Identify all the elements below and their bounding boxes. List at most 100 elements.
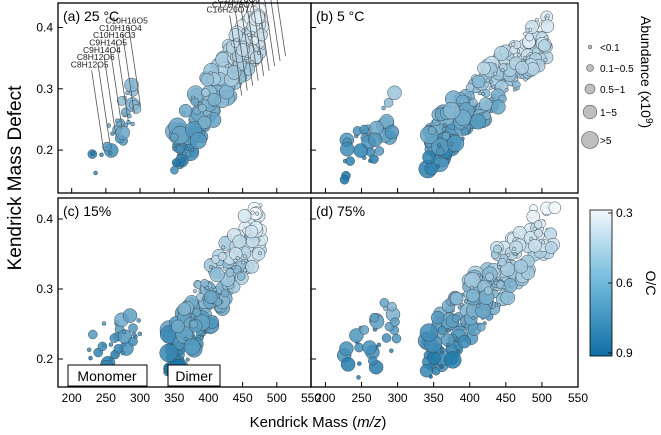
bubble: [477, 322, 486, 332]
bubble: [136, 318, 141, 323]
bubble: [130, 121, 135, 127]
bubble: [115, 118, 120, 124]
bubble: [449, 291, 464, 306]
bubble: [339, 341, 354, 356]
bubble: [493, 71, 498, 76]
bubble: [250, 30, 256, 35]
bubble: [500, 68, 505, 73]
bubble: [369, 312, 380, 323]
bubble: [391, 333, 402, 344]
x-tick-label: 250: [96, 391, 116, 405]
y-tick-label: 0.4: [36, 21, 53, 35]
color-bar-title: O/C: [643, 271, 659, 296]
panel-b: (b) 5 °C: [310, 2, 579, 194]
bubble: [362, 340, 377, 355]
bubble: [200, 279, 209, 288]
bubble: [182, 151, 187, 156]
bubble: [236, 272, 246, 281]
size-legend-label: <0.1: [600, 43, 620, 54]
bubble: [189, 319, 198, 329]
bubble: [183, 338, 201, 356]
bubble: [497, 257, 507, 267]
x-tick-label: 250: [351, 391, 371, 405]
bubble: [236, 43, 250, 57]
bubble: [97, 341, 108, 352]
bubble: [367, 132, 383, 147]
bubble: [257, 251, 263, 256]
formula-line: [234, 10, 248, 91]
size-legend-label: 0.1~0.5: [600, 64, 634, 75]
bubble: [383, 306, 388, 311]
bubble: [478, 97, 493, 111]
bubble: [496, 276, 501, 281]
bubble: [234, 37, 239, 42]
size-legend: <0.1 0.1~0.5 0.5~1 1~5 >5 Abundance (x109): [581, 16, 654, 149]
bubble: [201, 88, 210, 97]
bubble: [491, 84, 496, 89]
x-tick-label: 500: [532, 391, 552, 405]
bubble: [108, 342, 114, 347]
bubble: [390, 317, 400, 327]
bubble: [197, 115, 212, 130]
formula-label: C18H28O8: [217, 0, 260, 5]
bubble: [436, 147, 445, 156]
bubble: [247, 32, 252, 38]
formula-label: C8H12O6: [77, 52, 115, 62]
bubble: [532, 226, 537, 231]
bubble: [219, 84, 235, 100]
bubble: [525, 28, 530, 33]
x-tick-label: 550: [568, 391, 588, 405]
bubble: [422, 150, 436, 164]
formula-line: [276, 0, 286, 57]
bubble: [384, 124, 400, 140]
bubble: [175, 144, 185, 154]
panel-b-title: (b) 5 °C: [316, 8, 364, 24]
bubble: [177, 302, 192, 316]
bubble: [93, 170, 98, 176]
bubble: [172, 146, 177, 151]
x-tick-label: 450: [233, 391, 253, 405]
bubble: [515, 86, 520, 91]
bubble: [489, 97, 494, 102]
bubble: [235, 256, 240, 261]
bubble: [250, 210, 255, 215]
size-legend-bubble: [582, 104, 598, 120]
size-legend-label: 1~5: [600, 108, 617, 119]
bubble: [208, 71, 213, 76]
bubble: [513, 259, 529, 274]
panel-c-title: (c) 15%: [63, 203, 111, 219]
bubble: [471, 316, 476, 321]
bubble: [221, 245, 226, 250]
bubble: [469, 98, 478, 107]
size-legend-bubble: [586, 64, 594, 72]
bubble: [534, 228, 543, 238]
size-legend-bubble: [584, 83, 596, 95]
bubble: [504, 87, 509, 92]
formula-line: [109, 48, 123, 129]
formula-label: C10H16O3: [93, 30, 136, 40]
bubble: [439, 350, 444, 355]
bubble: [470, 113, 487, 130]
y-tick-label: 0.2: [36, 143, 53, 157]
bubble: [387, 85, 402, 101]
formula-line: [91, 70, 105, 151]
bubble: [357, 361, 362, 366]
bubble: [533, 220, 543, 229]
formula-line: [122, 33, 135, 114]
panel-a: C8H12O5C8H12O6C9H14O4C9H14O5C10H16O3C10H…: [36, 0, 312, 194]
x-tick-label: 450: [496, 391, 516, 405]
bubble: [107, 150, 113, 156]
bubble: [185, 357, 190, 362]
bubble: [132, 332, 137, 337]
bubble: [460, 127, 470, 136]
bubble: [340, 141, 355, 157]
bubble: [192, 289, 198, 294]
formula-line: [270, 0, 281, 62]
bubble: [493, 244, 502, 254]
x-tick-label: 300: [130, 391, 150, 405]
bubble: [500, 290, 516, 306]
formula-line: [103, 55, 117, 136]
bubble: [444, 351, 462, 369]
formula-label: C10H16O4: [99, 23, 142, 33]
